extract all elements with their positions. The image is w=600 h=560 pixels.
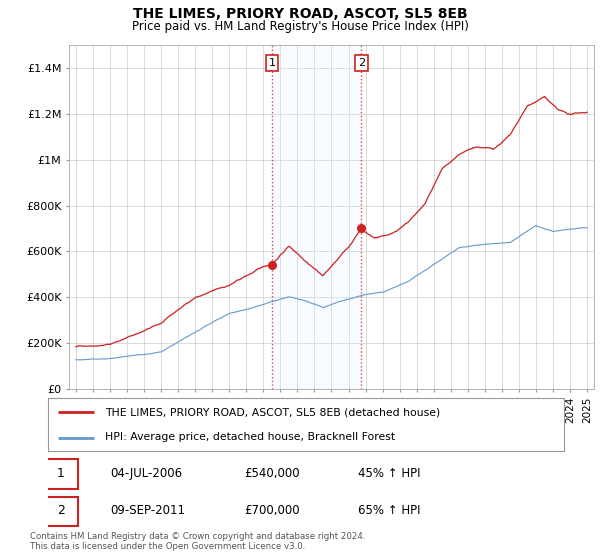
FancyBboxPatch shape bbox=[43, 459, 79, 489]
Text: THE LIMES, PRIORY ROAD, ASCOT, SL5 8EB: THE LIMES, PRIORY ROAD, ASCOT, SL5 8EB bbox=[133, 7, 467, 21]
FancyBboxPatch shape bbox=[43, 497, 79, 526]
Text: 1: 1 bbox=[57, 466, 65, 479]
Text: £700,000: £700,000 bbox=[244, 504, 300, 517]
Text: 2: 2 bbox=[57, 504, 65, 517]
Text: 1: 1 bbox=[268, 58, 275, 68]
Text: Price paid vs. HM Land Registry's House Price Index (HPI): Price paid vs. HM Land Registry's House … bbox=[131, 20, 469, 32]
Text: 2: 2 bbox=[358, 58, 365, 68]
Text: £540,000: £540,000 bbox=[244, 466, 300, 479]
Text: Contains HM Land Registry data © Crown copyright and database right 2024.
This d: Contains HM Land Registry data © Crown c… bbox=[30, 532, 365, 552]
Text: HPI: Average price, detached house, Bracknell Forest: HPI: Average price, detached house, Brac… bbox=[105, 432, 395, 442]
Text: 04-JUL-2006: 04-JUL-2006 bbox=[110, 466, 182, 479]
Text: 45% ↑ HPI: 45% ↑ HPI bbox=[358, 466, 420, 479]
Text: 09-SEP-2011: 09-SEP-2011 bbox=[110, 504, 185, 517]
Bar bbox=[272, 45, 361, 389]
Text: THE LIMES, PRIORY ROAD, ASCOT, SL5 8EB (detached house): THE LIMES, PRIORY ROAD, ASCOT, SL5 8EB (… bbox=[105, 408, 440, 418]
Text: 65% ↑ HPI: 65% ↑ HPI bbox=[358, 504, 420, 517]
